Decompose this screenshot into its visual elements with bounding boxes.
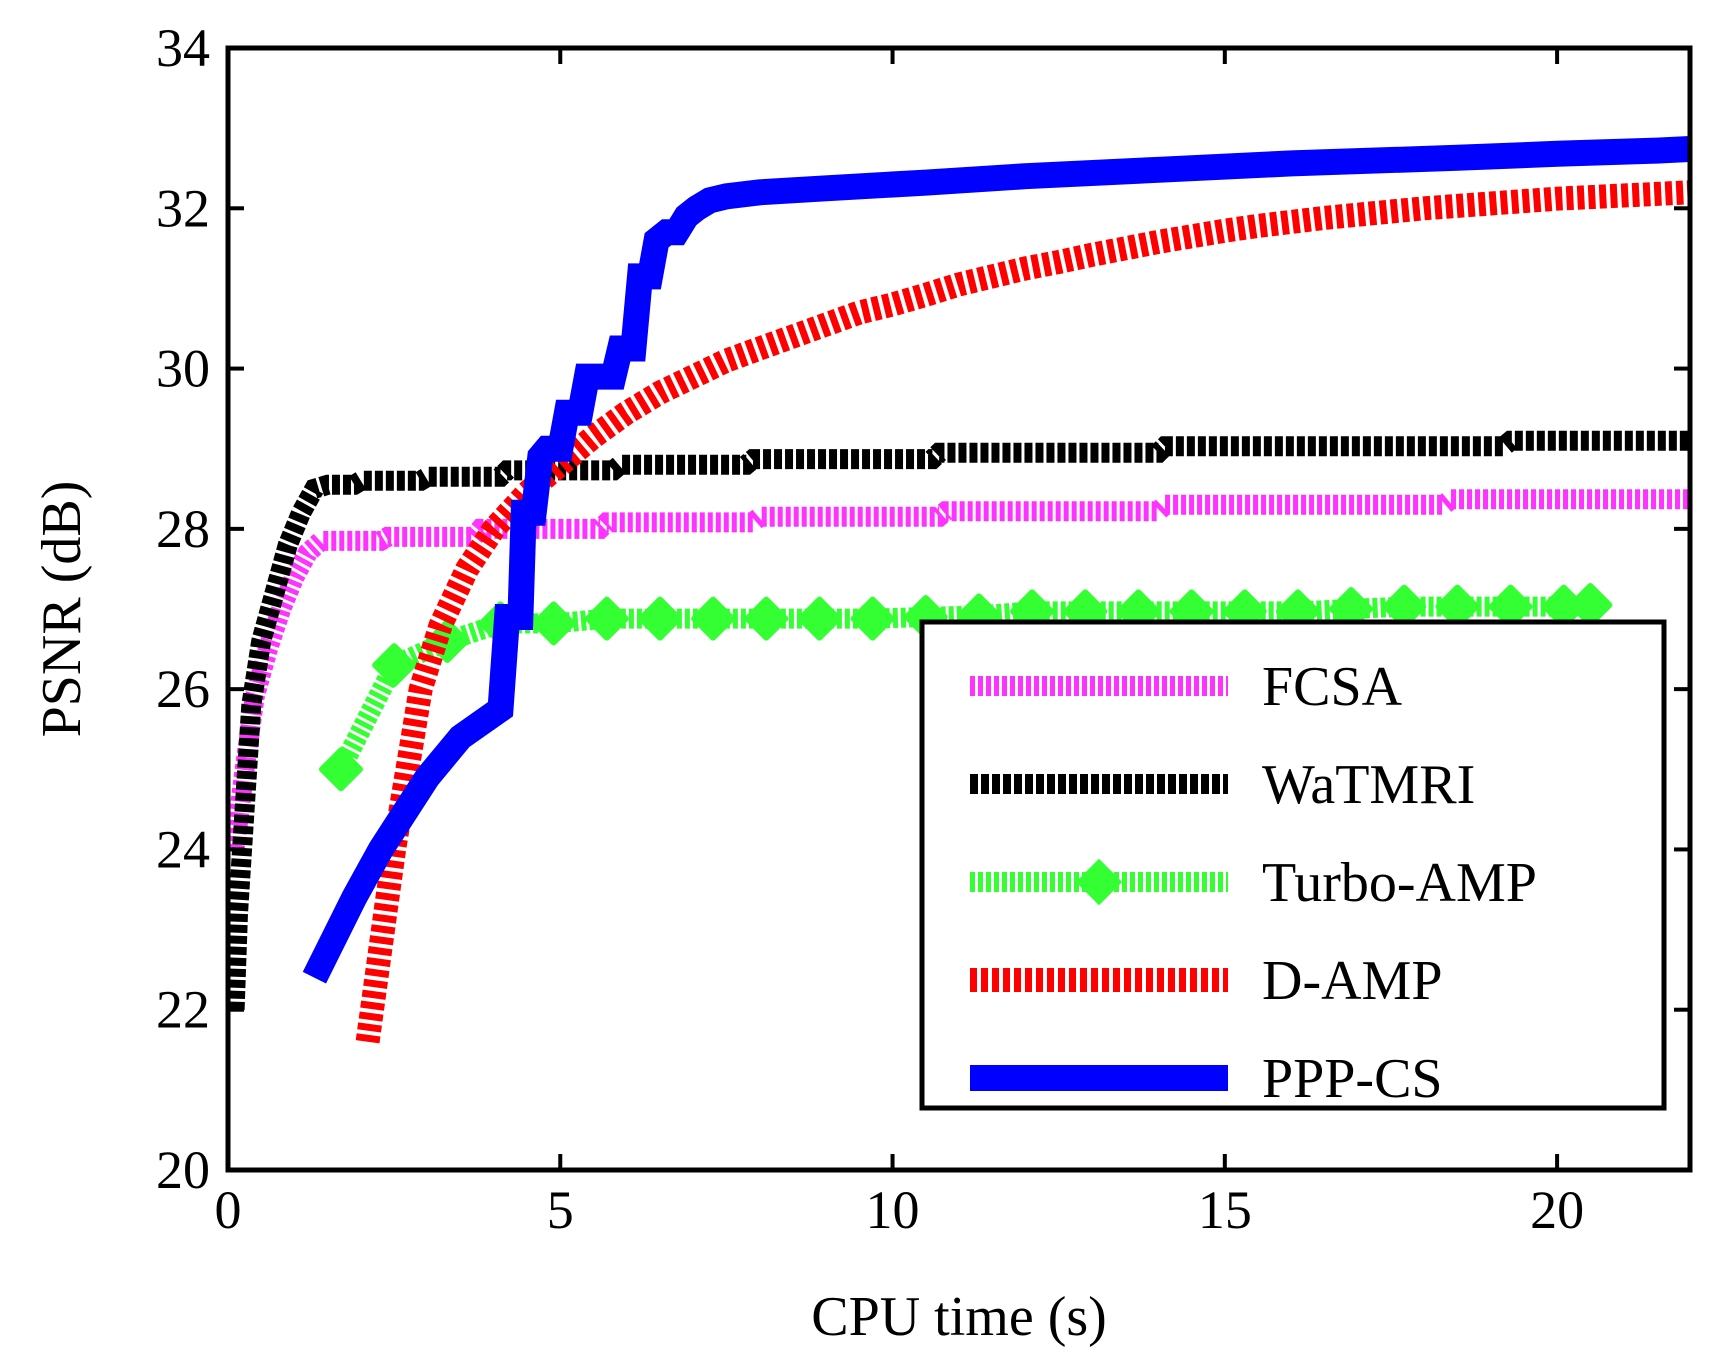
series-point-turbo-amp (372, 643, 417, 688)
series-point-turbo-amp (318, 747, 363, 792)
legend-label-ppp-cs: PPP-CS (1262, 1048, 1443, 1110)
x-tick-label: 10 (866, 1180, 920, 1240)
y-tick-label: 32 (156, 178, 210, 238)
x-tick-label: 15 (1198, 1180, 1252, 1240)
x-axis-label: CPU time (s) (811, 1286, 1107, 1348)
plot-frame (225, 45, 1693, 1173)
series-point-turbo-amp (531, 601, 576, 646)
series-layer (228, 136, 1690, 1044)
legend: FCSA WaTMRI Turbo-AMP D-AMP PPP-CS (919, 619, 1667, 1111)
y-tick-label: 28 (156, 499, 210, 559)
legend-label-d-amp: D-AMP (1262, 950, 1442, 1012)
y-axis-label: PSNR (dB) (31, 481, 93, 738)
series-point-turbo-amp (584, 596, 629, 641)
y-tick-label: 22 (156, 980, 210, 1040)
series-line-watmri (228, 430, 1690, 1011)
legend-label-turbo-amp: Turbo-AMP (1262, 852, 1537, 914)
y-tick-label: 24 (156, 819, 210, 879)
series-point-turbo-amp (691, 596, 736, 641)
legend-label-watmri: WaTMRI (1262, 754, 1475, 816)
legend-box (919, 619, 1667, 1111)
x-tick-label: 20 (1530, 1180, 1584, 1240)
x-tick-label: 5 (547, 1180, 574, 1240)
y-tick-label: 34 (156, 18, 210, 78)
series-point-turbo-amp (637, 596, 682, 641)
series-point-turbo-amp (744, 596, 789, 641)
y-tick-label: 20 (156, 1140, 210, 1200)
series-line-ppp-cs (302, 136, 1690, 984)
series-point-turbo-amp (850, 596, 895, 641)
series-line-d-amp (355, 180, 1690, 1044)
series-line-fcsa (228, 489, 1690, 851)
axes-layer: 0 5 10 15 20 20 22 24 26 28 30 32 34 CPU time (s) PSNR… (31, 18, 1693, 1348)
x-tick-label: 0 (215, 1180, 242, 1240)
y-tick-label: 26 (156, 659, 210, 719)
legend-marker-turbo-amp (1075, 858, 1123, 906)
y-tick-label: 30 (156, 339, 210, 399)
legend-label-fcsa: FCSA (1262, 656, 1403, 718)
series-point-turbo-amp (797, 596, 842, 641)
